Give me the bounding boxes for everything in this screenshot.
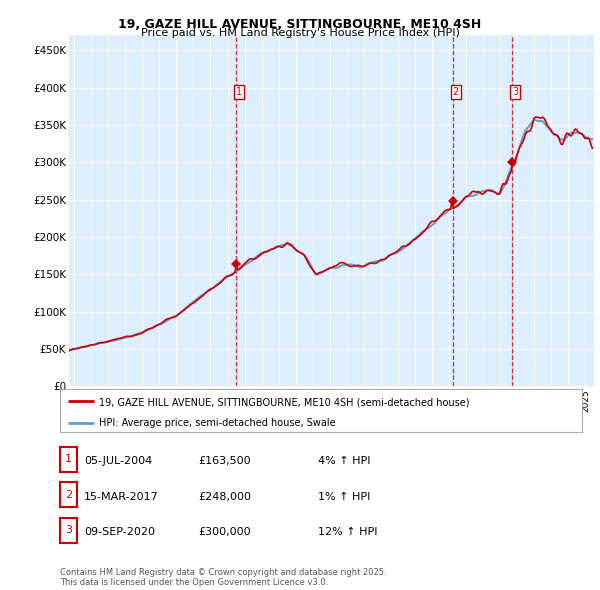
Text: 12% ↑ HPI: 12% ↑ HPI <box>318 527 377 537</box>
Text: 1: 1 <box>236 87 242 97</box>
Text: 19, GAZE HILL AVENUE, SITTINGBOURNE, ME10 4SH (semi-detached house): 19, GAZE HILL AVENUE, SITTINGBOURNE, ME1… <box>99 397 470 407</box>
Text: 05-JUL-2004: 05-JUL-2004 <box>84 456 152 466</box>
Text: 1: 1 <box>65 454 72 464</box>
Text: 09-SEP-2020: 09-SEP-2020 <box>84 527 155 537</box>
Text: 4% ↑ HPI: 4% ↑ HPI <box>318 456 371 466</box>
Text: £300,000: £300,000 <box>198 527 251 537</box>
Text: 19, GAZE HILL AVENUE, SITTINGBOURNE, ME10 4SH: 19, GAZE HILL AVENUE, SITTINGBOURNE, ME1… <box>118 18 482 31</box>
Text: 2: 2 <box>452 87 459 97</box>
Text: £248,000: £248,000 <box>198 491 251 502</box>
Text: Contains HM Land Registry data © Crown copyright and database right 2025.
This d: Contains HM Land Registry data © Crown c… <box>60 568 386 587</box>
Text: Price paid vs. HM Land Registry's House Price Index (HPI): Price paid vs. HM Land Registry's House … <box>140 28 460 38</box>
Text: 1% ↑ HPI: 1% ↑ HPI <box>318 491 370 502</box>
Text: 3: 3 <box>512 87 518 97</box>
Text: 3: 3 <box>65 525 72 535</box>
Text: £163,500: £163,500 <box>198 456 251 466</box>
Text: 15-MAR-2017: 15-MAR-2017 <box>84 491 159 502</box>
Text: 2: 2 <box>65 490 72 500</box>
Text: HPI: Average price, semi-detached house, Swale: HPI: Average price, semi-detached house,… <box>99 418 336 428</box>
